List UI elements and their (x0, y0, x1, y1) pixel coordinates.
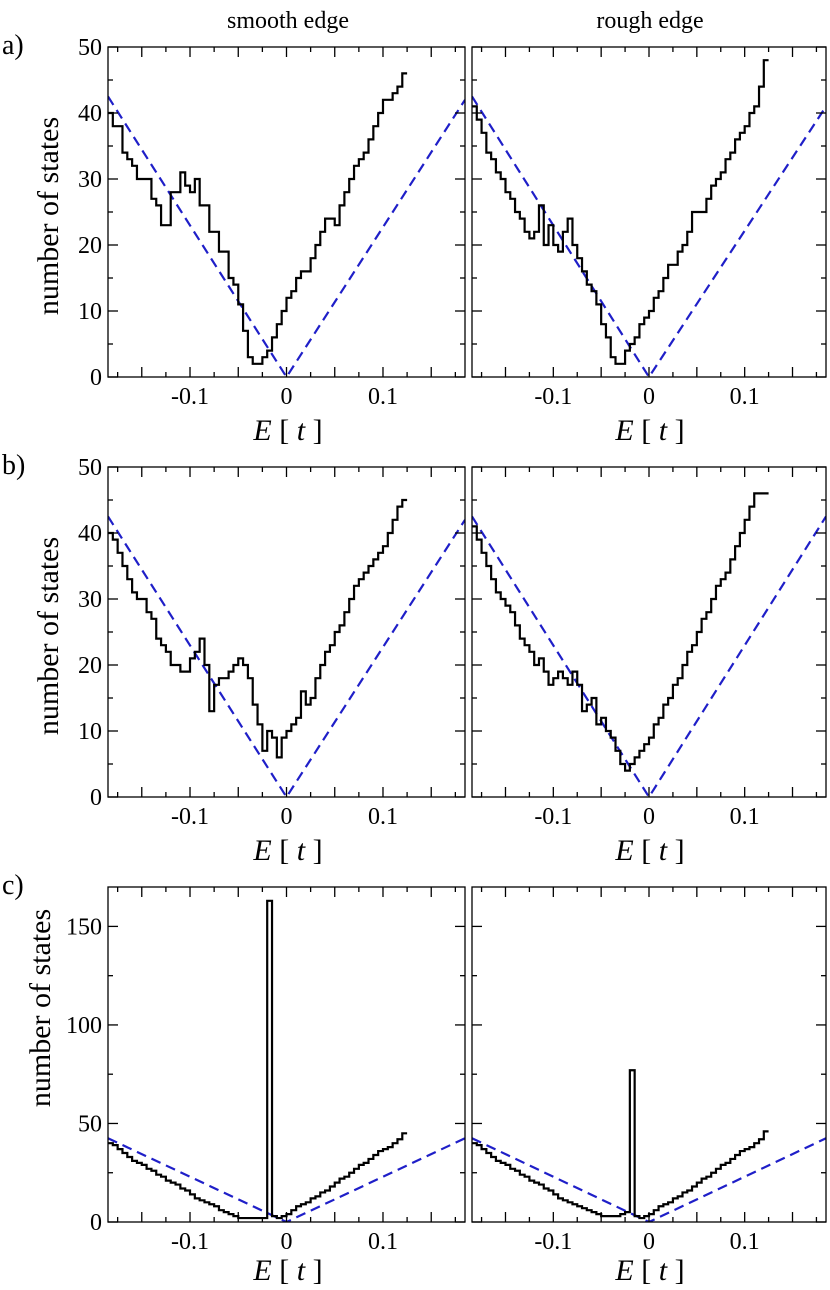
histogram-c-smooth (108, 899, 408, 1220)
xtick-label: -0.1 (171, 804, 209, 830)
row-label-b: b) (2, 450, 25, 481)
xtick-label: -0.1 (171, 384, 209, 410)
column-title-smooth: smooth edge (227, 8, 349, 34)
ytick-label: 40 (78, 521, 102, 547)
xtick-label: 0.1 (730, 1229, 760, 1255)
xlabel-b-rough: E [ t ] (614, 834, 684, 867)
xlabel-c-smooth: E [ t ] (252, 1254, 322, 1287)
ytick-label: 50 (78, 1111, 102, 1137)
plot-frame-c-rough (471, 886, 827, 1223)
xlabels: E [ t ] E [ t ] E [ t ] E [ t ] E [ t ] … (252, 414, 684, 1287)
xtick-label: 0 (643, 804, 655, 830)
reference-line-a-rough (472, 95, 826, 377)
histogram-a-rough (472, 59, 769, 365)
ytick-label: 30 (78, 587, 102, 613)
xtick-label: 0 (643, 1229, 655, 1255)
ytick-label: 0 (90, 785, 102, 811)
xtick-label: 0.1 (368, 1229, 398, 1255)
ytick-label: 20 (78, 233, 102, 259)
plot-frame-b-smooth (107, 466, 466, 798)
xtick-label: 0.1 (368, 804, 398, 830)
ylabel-row-b: number of states (32, 537, 65, 735)
row-label-c: c) (2, 870, 24, 901)
plot-frame-b-rough (471, 466, 827, 798)
xtick-label: 0 (281, 1229, 293, 1255)
column-title-rough: rough edge (596, 8, 703, 34)
xlabel-a-rough: E [ t ] (614, 414, 684, 447)
ytick-label: 0 (90, 365, 102, 391)
histogram-a-smooth (108, 72, 408, 365)
xlabel-b-smooth: E [ t ] (252, 834, 322, 867)
xtick-label: -0.1 (534, 384, 572, 410)
panel-b-smooth: -0.1 0 0.1 0 10 20 30 40 50 (78, 455, 466, 830)
panel-a-smooth: -0.1 0 0.1 0 10 20 30 40 50 (78, 35, 466, 410)
panel-c-smooth: -0.1 0 0.1 0 50 100 150 (66, 886, 466, 1255)
reference-line-c-rough (472, 1137, 826, 1222)
ytick-label: 40 (78, 101, 102, 127)
xtick-label: 0.1 (368, 384, 398, 410)
xtick-label: -0.1 (171, 1229, 209, 1255)
ytick-label: 50 (78, 455, 102, 481)
xlabel-a-smooth: E [ t ] (252, 414, 322, 447)
xtick-label: 0 (281, 384, 293, 410)
xtick-label: -0.1 (534, 804, 572, 830)
reference-line-b-rough (472, 515, 826, 797)
histogram-c-rough (472, 1069, 769, 1220)
xlabel-c-rough: E [ t ] (614, 1254, 684, 1287)
row-label-a: a) (2, 30, 24, 61)
ytick-label: 0 (90, 1210, 102, 1236)
ytick-label: 10 (78, 719, 102, 745)
reference-line-a-smooth (108, 95, 465, 377)
panel-c-rough: -0.1 0 0.1 (471, 886, 827, 1255)
panels: -0.1 0 0.1 0 10 20 30 40 50 -0.1 0 0.1 -0.1 0 0.1 0 10 20… (66, 35, 827, 1255)
ytick-label: 10 (78, 299, 102, 325)
reference-line-c-smooth (108, 1137, 465, 1222)
panel-a-rough: -0.1 0 0.1 (471, 46, 827, 410)
xtick-label: -0.1 (534, 1229, 572, 1255)
ytick-label: 100 (66, 1013, 102, 1039)
ytick-label: 20 (78, 653, 102, 679)
xtick-label: 0 (643, 384, 655, 410)
reference-line-b-smooth (108, 515, 465, 797)
ylabel-row-a: number of states (32, 117, 65, 315)
ylabel-row-c: number of states (24, 909, 57, 1107)
panel-b-rough: -0.1 0 0.1 (471, 466, 827, 830)
plot-frame-c-smooth (107, 886, 466, 1223)
ytick-label: 150 (66, 914, 102, 940)
ytick-label: 50 (78, 35, 102, 61)
ytick-label: 30 (78, 167, 102, 193)
xtick-label: 0 (281, 804, 293, 830)
histogram-b-smooth (108, 498, 408, 759)
plot-frame-a-rough (471, 46, 827, 378)
xtick-label: 0.1 (730, 804, 760, 830)
histogram-b-rough (472, 492, 769, 772)
xtick-label: 0.1 (730, 384, 760, 410)
